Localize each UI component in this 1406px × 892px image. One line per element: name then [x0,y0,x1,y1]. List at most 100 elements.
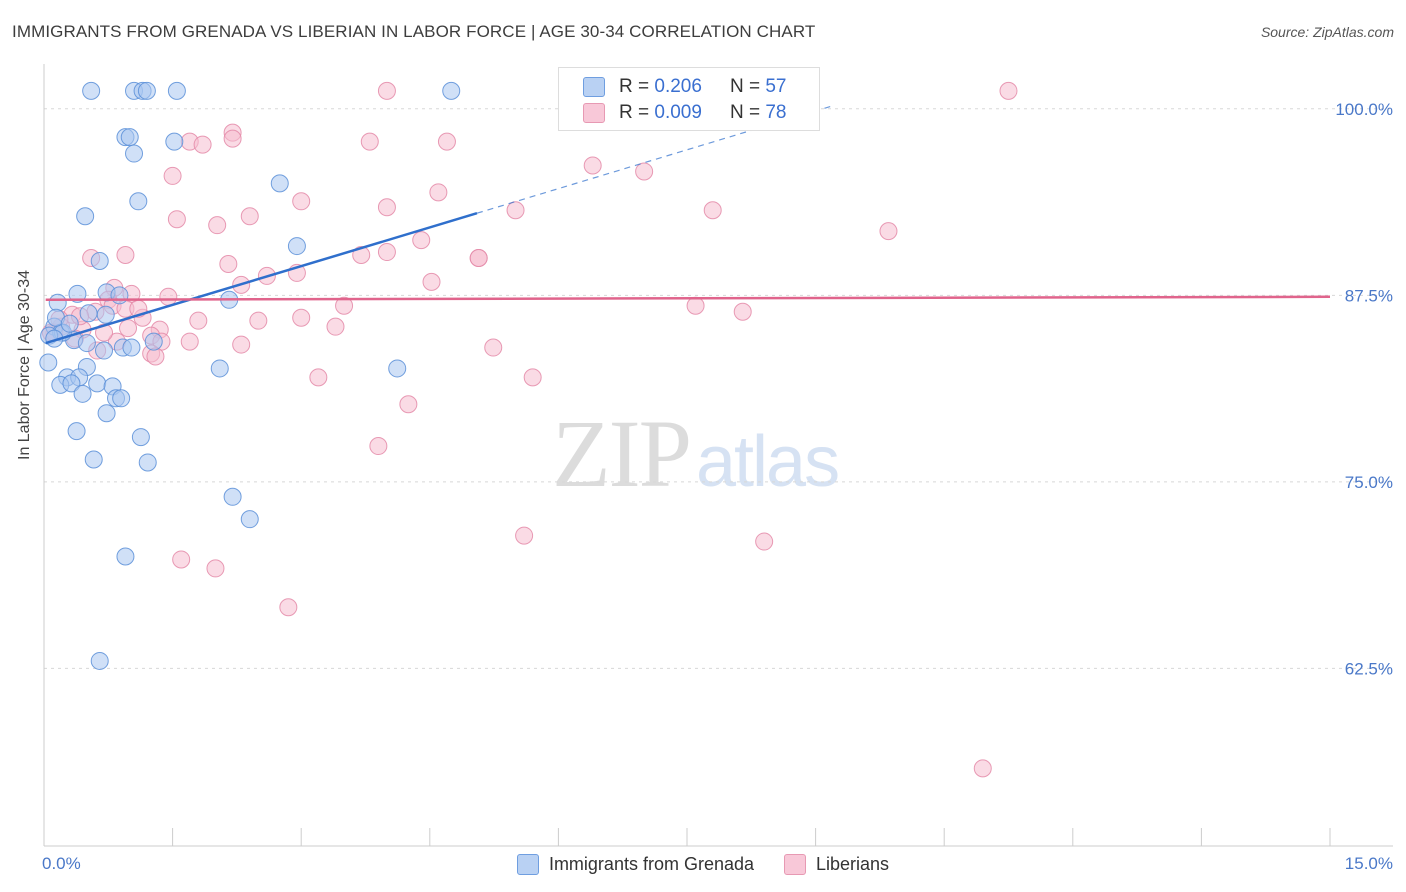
legend-item-grenada: Immigrants from Grenada [516,853,755,875]
grid-layer [44,108,1390,669]
liberian-point-63 [309,368,328,387]
liberian-point-19 [879,222,898,241]
chart-title: IMMIGRANTS FROM GRENADA VS LIBERIAN IN L… [12,22,816,41]
grenada-point-3 [137,81,156,100]
liberian-swatch [583,103,605,123]
liberian-point-16 [167,210,186,229]
grenada-point-32 [39,353,58,372]
legend-row-grenada: R = 0.206 N = 57 [583,76,786,98]
liberian-point-39 [686,296,705,315]
y-tick-label-2: 87.5% [1345,286,1393,305]
grenada-point-55 [60,314,79,333]
legend-liberian-label: Liberians [816,853,890,874]
legend-row-liberian: R = 0.009 N = 78 [583,102,786,124]
labels-layer: 62.5% 75.0% 87.5% 100.0% 0.0% 15.0% [42,100,1393,873]
grenada-point-45 [97,404,116,423]
liberian-point-77 [95,323,114,342]
liberian-point-70 [206,559,225,578]
liberian-point-18 [208,216,227,235]
grenada-r-label: R = [619,76,650,97]
source-credit: Source: ZipAtlas.com [1260,24,1394,40]
liberian-point-59 [484,338,503,357]
liberian-point-24 [352,246,371,265]
grenada-point-53 [90,651,109,670]
liberian-point-68 [755,532,774,551]
liberian-point-8 [583,156,602,175]
grenada-r-value: 0.206 [654,76,702,97]
grenada-point-19 [96,305,115,324]
liberian-point-9 [635,162,654,181]
liberian-point-13 [377,198,396,217]
grenada-point-56 [122,338,141,357]
liberian-trend-line [45,295,1331,302]
liberian-point-14 [506,201,525,220]
liberian-point-1 [999,81,1018,100]
watermark-zip: ZIP [552,400,692,507]
liberian-n-value: 78 [765,102,787,123]
grenada-point-18 [68,284,87,303]
grenada-point-49 [138,453,157,472]
liberian-point-25 [377,243,396,262]
grenada-point-44 [112,389,131,408]
series-legend: Immigrants from Grenada Liberians [0,852,1406,876]
grenada-swatch [583,77,605,97]
liberian-point-22 [116,246,135,265]
legend-grenada-swatch [516,853,539,875]
x-tick-label-max: 15.0% [1345,854,1393,873]
y-tick-label-1: 75.0% [1345,473,1393,492]
grenada-point-8 [165,132,184,151]
liberian-point-64 [523,368,542,387]
grenada-trend-line [45,212,478,345]
liberian-point-69 [172,550,191,569]
grenada-point-50 [223,487,242,506]
liberian-point-0 [377,81,396,100]
liberian-point-52 [326,317,345,336]
liberian-point-71 [279,598,298,617]
liberian-point-3 [223,129,242,148]
grenada-point-38 [88,374,107,393]
watermark-atlas: atlas [696,422,840,502]
grenada-point-10 [270,174,289,193]
grenada-point-42 [73,384,92,403]
grenada-point-20 [79,304,98,323]
liberian-point-6 [360,132,379,151]
liberian-point-11 [429,183,448,202]
grenada-point-35 [388,359,407,378]
liberian-point-58 [180,332,199,351]
grenada-point-12 [76,207,95,226]
grenada-point-48 [84,450,103,469]
liberian-point-38 [335,296,354,315]
grenada-n-label: N = [729,76,761,97]
grenada-point-46 [67,422,86,441]
liberian-point-50 [119,319,138,338]
liberian-point-42 [292,308,311,327]
liberian-n-label: N = [729,102,761,123]
liberian-point-67 [515,526,534,545]
liberian-point-34 [159,287,178,306]
liberian-point-10 [163,166,182,185]
liberian-point-46 [249,311,268,330]
liberian-point-5 [193,135,212,154]
grenada-point-34 [210,359,229,378]
grenada-point-31 [144,332,163,351]
liberian-point-65 [399,395,418,414]
liberian-point-66 [369,437,388,456]
x-tick-label-min: 0.0% [42,854,81,873]
liberian-point-12 [292,192,311,211]
liberian-point-62 [146,347,165,366]
grenada-point-17 [48,293,67,312]
liberian-point-20 [412,231,431,250]
y-tick-label-0: 62.5% [1345,659,1393,678]
grenada-point-47 [131,428,150,447]
liberian-point-72 [973,759,992,778]
liberian-point-7 [437,132,456,151]
axis-layer [43,64,1393,847]
grenada-point-27 [77,334,96,353]
grenada-point-40 [62,374,81,393]
grenada-point-13 [287,237,306,256]
liberian-point-15 [703,201,722,220]
grenada-n-value: 57 [765,76,787,97]
legend-grenada-label: Immigrants from Grenada [548,853,755,874]
liberian-point-27 [469,249,488,268]
